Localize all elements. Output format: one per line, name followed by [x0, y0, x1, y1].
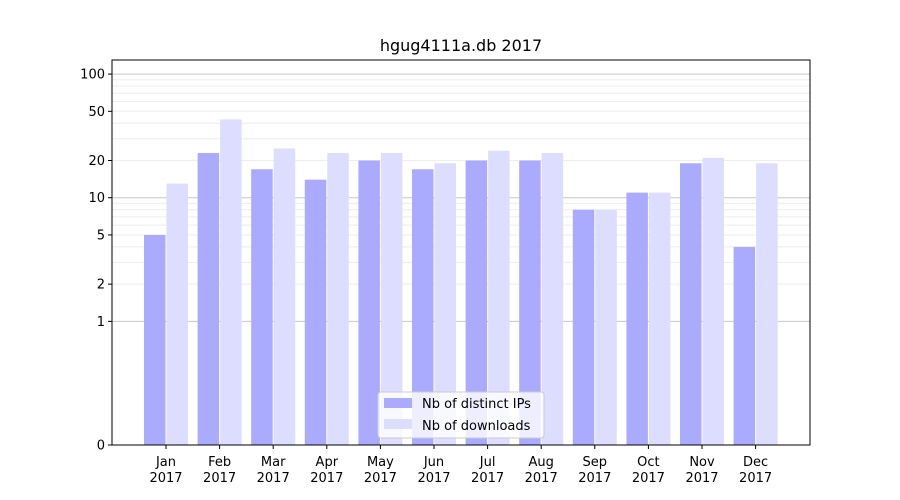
- y-tick-label: 1: [97, 315, 105, 330]
- bar-downloads: [488, 150, 510, 445]
- bar-distinct-ips: [358, 160, 380, 445]
- bar-downloads: [648, 192, 671, 445]
- bar-downloads: [702, 157, 724, 446]
- y-tick-label: 2: [97, 278, 105, 293]
- x-tick-label-month: Jun: [423, 455, 444, 470]
- bar-distinct-ips: [680, 163, 702, 445]
- bar-distinct-ips: [519, 160, 541, 445]
- x-tick-label-year: 2017: [149, 471, 182, 486]
- y-tick-label: 5: [97, 228, 105, 243]
- x-tick-label-month: Aug: [529, 455, 554, 470]
- x-tick-label-year: 2017: [471, 471, 504, 486]
- x-tick-label-year: 2017: [685, 471, 718, 486]
- bar-distinct-ips: [197, 153, 220, 445]
- x-tick-label-month: Oct: [637, 455, 659, 470]
- bar-downloads: [273, 148, 296, 445]
- bar-distinct-ips: [304, 179, 327, 446]
- bar-downloads: [756, 163, 778, 445]
- bar-distinct-ips: [572, 209, 595, 445]
- legend-swatch-ips: [384, 398, 412, 408]
- bar-distinct-ips: [251, 169, 273, 445]
- bar-downloads: [166, 183, 188, 445]
- bar-downloads: [595, 209, 617, 445]
- x-tick-label-year: 2017: [632, 471, 665, 486]
- y-tick-label: 20: [88, 154, 105, 169]
- x-tick-label-month: May: [367, 455, 394, 470]
- chart-title: hgug4111a.db 2017: [380, 36, 542, 55]
- legend-box: [377, 391, 545, 439]
- x-tick-label-month: Sep: [583, 455, 608, 470]
- y-tick-label: 100: [80, 68, 105, 83]
- legend: Nb of distinct IPs Nb of downloads: [377, 391, 545, 439]
- x-tick-label-year: 2017: [364, 471, 397, 486]
- x-tick-label-year: 2017: [578, 471, 611, 486]
- y-tick-label: 10: [88, 191, 105, 206]
- y-tick-label: 0: [97, 439, 105, 454]
- legend-label-ips: Nb of distinct IPs: [422, 397, 531, 412]
- bar-downloads: [541, 153, 564, 445]
- x-tick-label-month: Mar: [261, 455, 286, 470]
- bar-distinct-ips: [465, 160, 488, 445]
- x-tick-label-month: Nov: [689, 455, 715, 470]
- x-tick-label-month: Dec: [743, 455, 768, 470]
- bar-distinct-ips: [412, 169, 434, 445]
- x-tick-label-month: Jul: [479, 455, 496, 470]
- bar-downloads: [327, 153, 349, 445]
- plot-frame: [111, 59, 811, 446]
- bar-downloads: [434, 163, 456, 445]
- x-tick-label-year: 2017: [525, 471, 558, 486]
- bars-layer: [144, 119, 778, 446]
- x-tick-label-year: 2017: [310, 471, 343, 486]
- axis-layer: Jan2017Feb2017Mar2017Apr2017May2017Jun20…: [80, 68, 772, 486]
- y-tick-label: 50: [88, 105, 105, 120]
- bar-downloads: [220, 119, 242, 445]
- x-tick-label-year: 2017: [739, 471, 772, 486]
- bar-downloads: [380, 153, 403, 445]
- x-tick-label-year: 2017: [417, 471, 450, 486]
- legend-swatch-downloads: [384, 419, 412, 429]
- x-tick-label-month: Jan: [155, 455, 176, 470]
- bar-distinct-ips: [733, 246, 756, 445]
- x-tick-label-month: Apr: [316, 455, 339, 470]
- bar-distinct-ips: [144, 234, 166, 445]
- legend-label-downloads: Nb of downloads: [422, 419, 531, 434]
- x-tick-label-month: Feb: [208, 455, 231, 470]
- x-tick-label-year: 2017: [203, 471, 236, 486]
- bar-distinct-ips: [626, 192, 648, 445]
- x-tick-label-year: 2017: [257, 471, 290, 486]
